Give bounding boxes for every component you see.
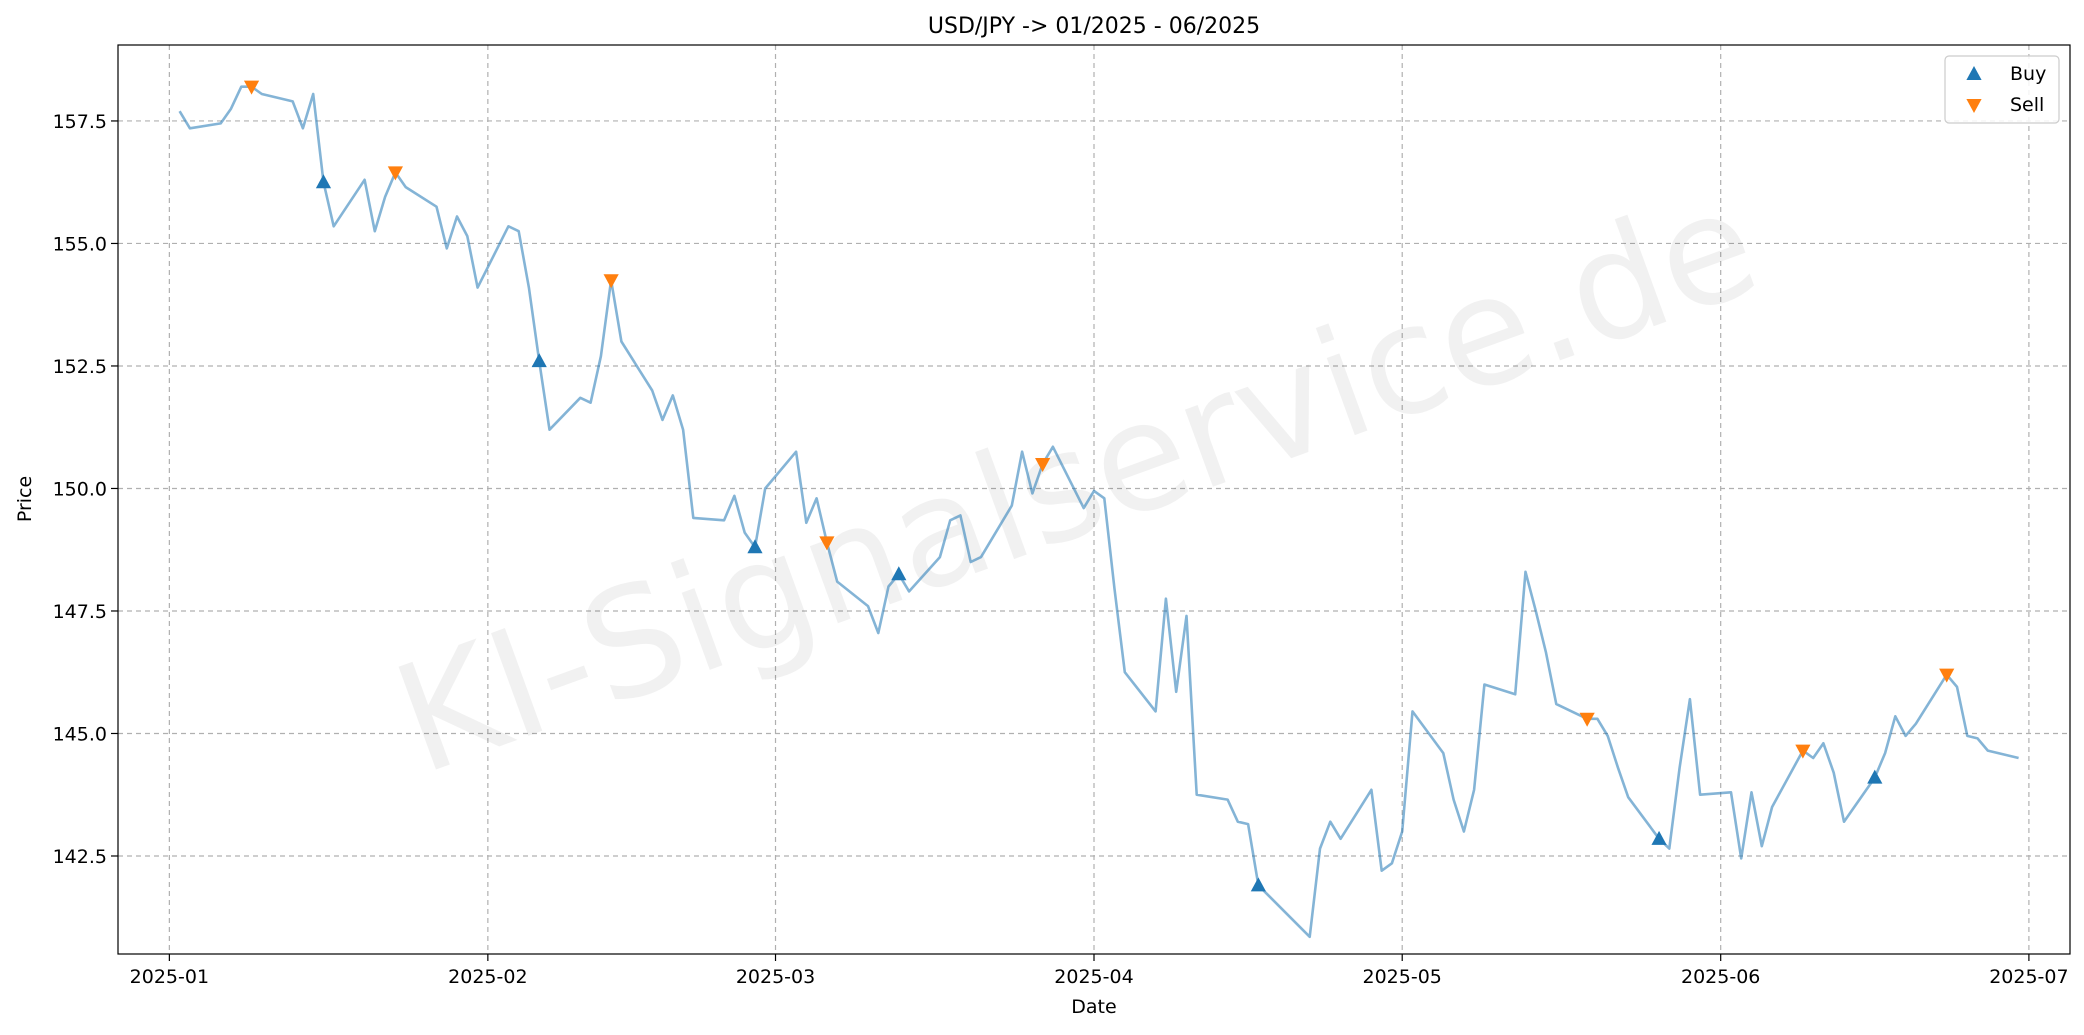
legend-sell-marker	[1966, 99, 1982, 113]
sell-marker	[1795, 744, 1811, 759]
x-tick-label: 2025-05	[1363, 966, 1442, 988]
y-tick-label: 145.0	[53, 723, 107, 745]
y-tick-label: 147.5	[53, 601, 107, 623]
y-tick-label: 157.5	[53, 111, 107, 133]
x-tick-label: 2025-07	[1989, 966, 2068, 988]
buy-marker	[315, 174, 332, 189]
x-tick-label: 2025-06	[1681, 966, 1760, 988]
y-axis-label: Price	[14, 476, 36, 522]
buy-marker	[891, 566, 907, 581]
grid	[118, 45, 2070, 954]
x-tick-label: 2025-02	[448, 966, 527, 988]
y-axis: 142.5 145.0 147.5 150.0 152.5 155.0 157.5	[53, 111, 118, 868]
sell-marker	[387, 166, 403, 181]
legend-buy-label: Buy	[2010, 63, 2046, 85]
y-tick-label: 150.0	[53, 478, 107, 500]
buy-marker	[1867, 769, 1883, 784]
sell-marker	[1579, 712, 1595, 727]
y-tick-label: 142.5	[53, 846, 107, 868]
buy-marker	[1250, 877, 1266, 892]
buy-marker	[531, 353, 547, 368]
price-line-layer	[178, 85, 2019, 939]
buy-marker	[747, 539, 763, 554]
x-axis: 2025-01 2025-02 2025-03 2025-04 2025-05 2025-…	[130, 954, 2069, 988]
y-tick-label: 155.0	[53, 233, 107, 255]
x-axis-label: Date	[1071, 996, 1116, 1018]
legend-sell-label: Sell	[2010, 94, 2044, 116]
buy-marker	[1651, 830, 1667, 845]
y-tick-label: 152.5	[53, 356, 107, 378]
x-tick-label: 2025-04	[1054, 966, 1133, 988]
sell-marker	[1035, 457, 1051, 472]
price-line	[178, 85, 2019, 939]
chart-title: USD/JPY -> 01/2025 - 06/2025	[928, 14, 1260, 39]
sell-marker	[819, 536, 835, 551]
sell-marker	[603, 274, 619, 289]
legend-buy-marker	[1966, 66, 1982, 80]
signal-markers	[243, 80, 1955, 892]
legend: Buy Sell	[1944, 55, 2060, 124]
x-tick-label: 2025-03	[736, 966, 815, 988]
sell-marker	[243, 80, 260, 95]
x-tick-label: 2025-01	[130, 966, 209, 988]
sell-marker	[1939, 668, 1955, 683]
